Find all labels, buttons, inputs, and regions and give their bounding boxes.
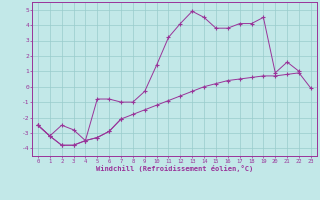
X-axis label: Windchill (Refroidissement éolien,°C): Windchill (Refroidissement éolien,°C) — [96, 165, 253, 172]
